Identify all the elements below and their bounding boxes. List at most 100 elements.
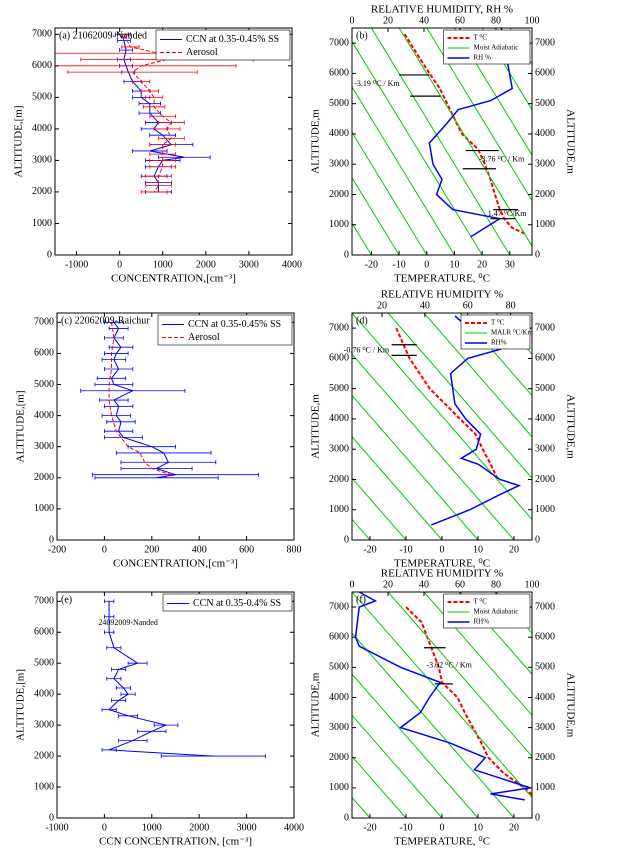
y-tick-label: 5000: [329, 383, 349, 394]
y-tick-label: 0: [344, 812, 349, 823]
y-tick-label: 6000: [34, 348, 54, 359]
x-tick-label: 10: [473, 822, 483, 833]
error-bar: [120, 466, 193, 471]
error-bar: [158, 136, 185, 141]
y-tick-label: 1000: [329, 219, 349, 230]
y-axis-label: ALTITUDE,m: [310, 109, 322, 174]
x-tick-label: 2000: [189, 822, 209, 833]
annotation: -3.76 ⁰C / Km: [479, 154, 525, 163]
error-bar: [55, 63, 237, 68]
error-bar: [127, 444, 176, 449]
error-bar: [120, 460, 217, 465]
series-line: [110, 321, 176, 479]
x-tick-label: 2000: [196, 259, 216, 270]
series-line: [352, 592, 532, 818]
x2-tick-label: 20: [383, 15, 393, 26]
error-bar: [132, 79, 151, 84]
panel-label: (b): [356, 30, 368, 41]
error-bar: [132, 148, 168, 153]
x-tick-label: -10: [399, 822, 412, 833]
x-axis-label: CONCENTRATION,[cm⁻³]: [111, 273, 236, 285]
y-axis-label: ALTITUDE,[m]: [13, 106, 25, 178]
y2-tick-label: 3000: [535, 158, 555, 169]
plot-frame: [54, 27, 293, 256]
y-tick-label: 6000: [34, 627, 54, 638]
error-bar: [104, 429, 134, 434]
y-tick-label: 7000: [329, 322, 349, 333]
error-bar: [104, 351, 129, 356]
y2-tick-label: 5000: [535, 662, 555, 673]
legend-label: CCN at 0.35-0.45% SS: [188, 319, 281, 330]
error-bar: [118, 738, 148, 743]
error-bar: [121, 44, 140, 49]
error-bar: [104, 614, 115, 619]
legend-label: T ⁰C: [474, 598, 488, 606]
error-bar: [142, 104, 166, 109]
legend-label: RH %: [474, 54, 491, 62]
x-tick-label: 0: [424, 259, 429, 270]
y2-tick-label: 6000: [535, 353, 555, 364]
x-axis-label: TEMPERATURE, ⁰C: [394, 836, 490, 848]
x-tick-label: 3000: [239, 259, 259, 270]
y-tick-label: 7000: [329, 37, 349, 48]
y-tick-label: 3000: [329, 722, 349, 733]
error-bar: [149, 158, 177, 163]
x2-tick-label: 100: [525, 15, 540, 26]
error-bar: [117, 32, 131, 37]
error-bar: [158, 155, 211, 160]
y-tick-label: 3000: [32, 155, 52, 166]
series-line: [405, 606, 532, 797]
error-bar: [104, 320, 124, 325]
error-bar: [104, 366, 134, 371]
x-tick-label: 10: [449, 259, 459, 270]
x-tick-label: 0: [117, 259, 122, 270]
y2-tick-label: 4000: [535, 413, 555, 424]
error-bar: [145, 174, 172, 179]
y2-tick-label: 5000: [535, 383, 555, 394]
y-tick-label: 0: [344, 249, 349, 260]
legend-label: T ⁰C: [474, 34, 488, 42]
x2-tick-label: 60: [455, 579, 465, 590]
y2-tick-label: 2000: [535, 189, 555, 200]
x-tick-label: 0: [440, 822, 445, 833]
error-bar: [149, 133, 177, 138]
x-axis-label: TEMPERATURE, ⁰C: [394, 558, 490, 570]
y-tick-label: 2000: [32, 186, 52, 197]
y-tick-label: 3000: [34, 441, 54, 452]
plot-area: [352, 592, 532, 818]
x-tick-label: -1000: [65, 259, 88, 270]
y2-tick-label: 3000: [535, 443, 555, 454]
error-bar: [118, 713, 138, 718]
y2-axis-label: ALTITUDE,m: [564, 673, 576, 738]
legend-label: CCN at 0.35-0.4% SS: [193, 598, 281, 609]
legend-label: Aerosol: [186, 47, 218, 58]
x-tick-label: 0: [102, 822, 107, 833]
y-tick-label: 2000: [34, 472, 54, 483]
y2-tick-label: 0: [535, 812, 540, 823]
x-axis-label: TEMPERATURE, ⁰C: [394, 273, 490, 285]
error-bar: [119, 48, 133, 53]
y-tick-label: 2000: [329, 474, 349, 485]
error-bar: [108, 345, 134, 350]
legend-box: [155, 29, 291, 61]
y2-tick-label: 0: [535, 534, 540, 545]
x2-tick-label: 80: [491, 15, 501, 26]
y2-axis-label: ALTITUDE,m: [564, 394, 576, 459]
y2-tick-label: 5000: [535, 98, 555, 109]
x-tick-label: -200: [48, 544, 66, 555]
x2-tick-label: 100: [525, 579, 540, 590]
x-tick-label: 600: [239, 544, 254, 555]
panel-label: (d): [356, 315, 368, 326]
series-line: [352, 28, 532, 255]
legend-label: CCN at 0.35-0.45% SS: [186, 34, 279, 45]
y-tick-label: 5000: [329, 98, 349, 109]
x-tick-label: 1000: [153, 259, 173, 270]
series-line: [403, 33, 526, 235]
error-bar: [138, 111, 161, 116]
y-tick-label: 2000: [329, 189, 349, 200]
error-bar: [99, 398, 129, 403]
x-tick-label: 1000: [142, 822, 162, 833]
error-bar: [101, 413, 131, 418]
y2-tick-label: 7000: [535, 601, 555, 612]
y-tick-label: 1000: [329, 504, 349, 515]
